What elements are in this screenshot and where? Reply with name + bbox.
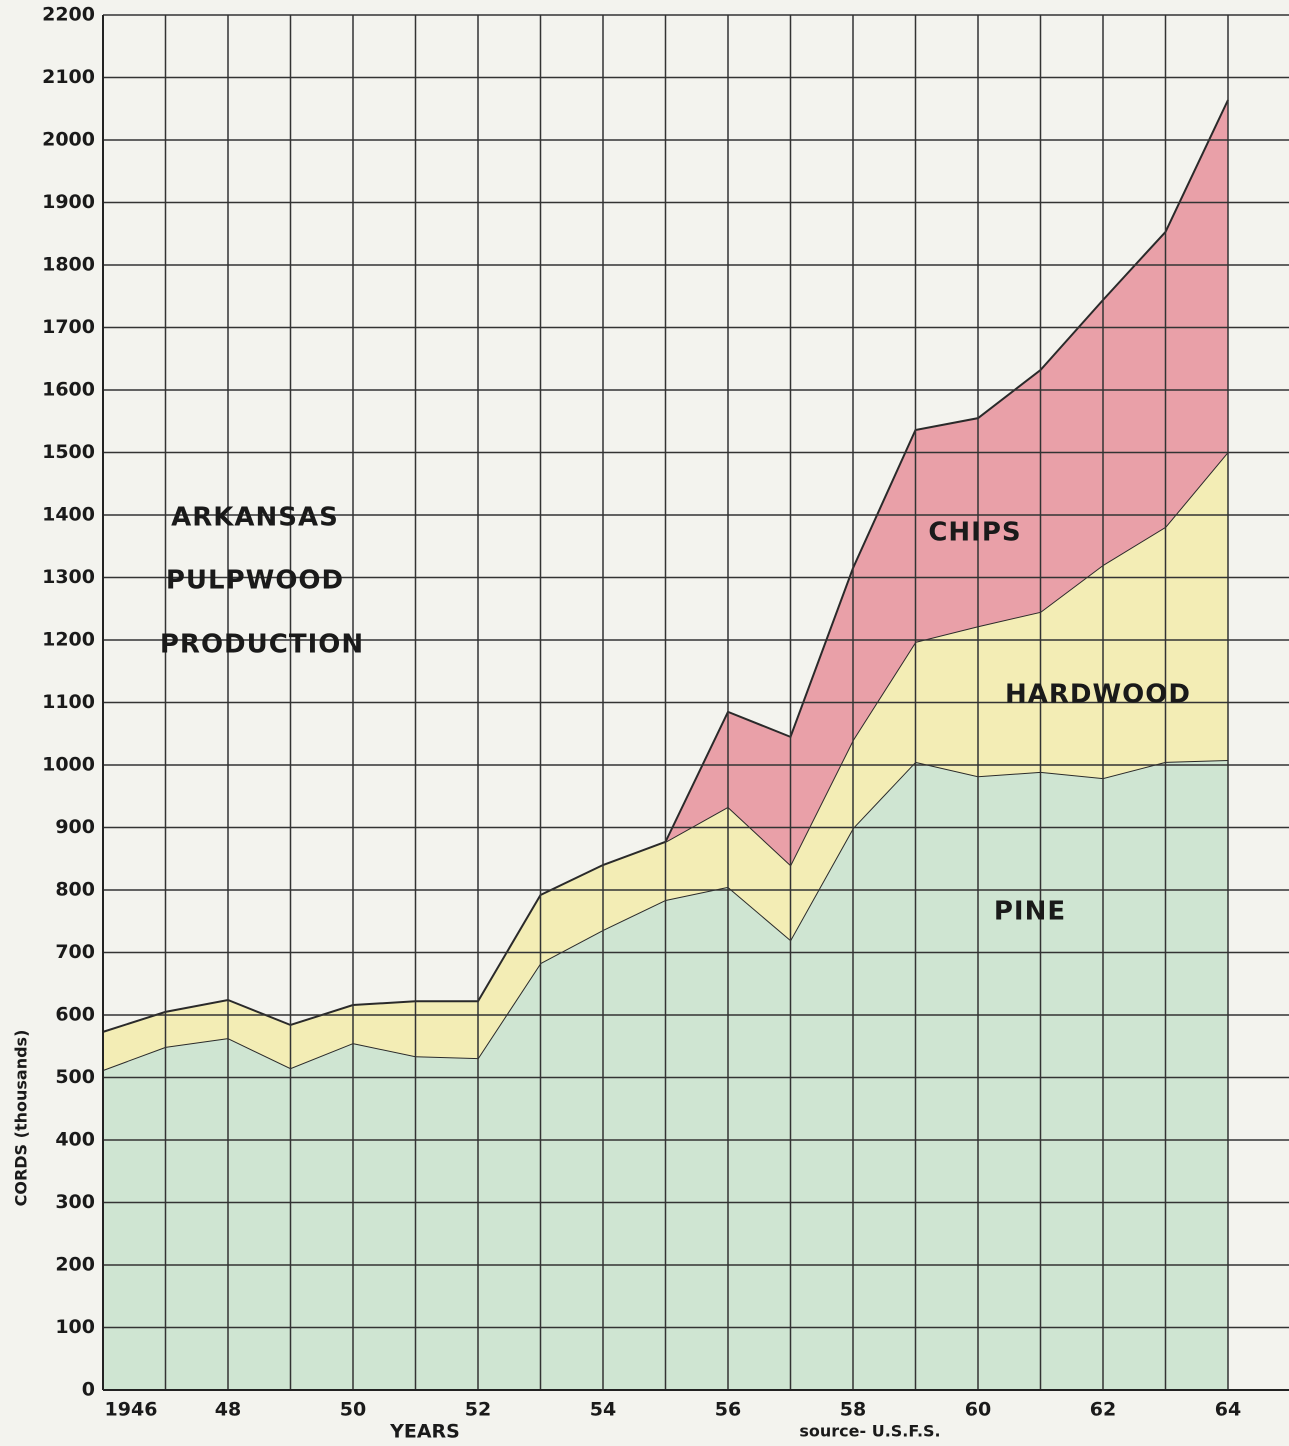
x-tick-label: 56 <box>715 1399 741 1421</box>
y-tick-label: 2200 <box>42 4 95 26</box>
chart-title: PRODUCTION <box>160 630 364 660</box>
y-tick-label: 300 <box>55 1191 95 1213</box>
grid <box>102 14 1289 1391</box>
area <box>103 451 1228 1070</box>
y-tick-label: 1000 <box>42 754 95 776</box>
y-tick-label: 1500 <box>42 441 95 463</box>
y-tick-label: 1800 <box>42 254 95 276</box>
y-tick-label: 2100 <box>42 66 95 88</box>
y-tick-label: 400 <box>55 1129 95 1151</box>
series-label: HARDWOOD <box>1005 680 1191 710</box>
y-tick-label: 500 <box>55 1066 95 1088</box>
y-tick-label: 1600 <box>42 379 95 401</box>
x-tick-label: 48 <box>215 1399 241 1421</box>
x-tick-label: 54 <box>590 1399 616 1421</box>
x-tick-label: 1946 <box>105 1399 158 1421</box>
x-axis-label: YEARS <box>389 1421 460 1443</box>
series-label: CHIPS <box>928 518 1021 548</box>
area <box>665 100 1228 865</box>
y-tick-label: 700 <box>55 941 95 963</box>
series-label: PINE <box>994 897 1066 927</box>
x-tick-label: 58 <box>840 1399 866 1421</box>
y-tick-label: 1900 <box>42 191 95 213</box>
x-tick-label: 52 <box>465 1399 491 1421</box>
y-tick-label: 2000 <box>42 129 95 151</box>
y-tick-label: 1200 <box>42 629 95 651</box>
y-tick-label: 1400 <box>42 504 95 526</box>
x-tick-label: 50 <box>340 1399 366 1421</box>
y-tick-label: 1100 <box>42 691 95 713</box>
labels: ARKANSAS PULPWOOD PRODUCTION CORDS (thou… <box>12 4 1242 1443</box>
area-outline <box>664 99 1229 843</box>
y-tick-label: 200 <box>55 1254 95 1276</box>
y-tick-label: 0 <box>82 1379 95 1401</box>
chart-title: ARKANSAS <box>171 503 339 533</box>
y-tick-label: 600 <box>55 1004 95 1026</box>
x-tick-label: 64 <box>1215 1399 1241 1421</box>
y-tick-label: 1700 <box>42 316 95 338</box>
y-axis-label: CORDS (thousands) <box>12 1030 31 1207</box>
source: source- U.S.F.S. <box>799 1422 940 1441</box>
y-tick-label: 800 <box>55 879 95 901</box>
y-tick-label: 900 <box>55 816 95 838</box>
chart-title: PULPWOOD <box>166 566 344 596</box>
x-tick-label: 60 <box>965 1399 991 1421</box>
y-tick-label: 100 <box>55 1316 95 1338</box>
x-tick-label: 62 <box>1090 1399 1116 1421</box>
y-tick-label: 1300 <box>42 566 95 588</box>
